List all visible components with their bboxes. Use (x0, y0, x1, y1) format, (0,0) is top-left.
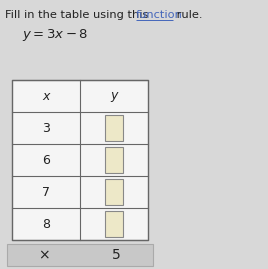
Text: ×: × (38, 248, 49, 262)
Text: $y = 3x - 8$: $y = 3x - 8$ (22, 27, 88, 43)
Text: y: y (110, 90, 118, 102)
Text: function: function (136, 10, 183, 20)
Bar (105, 147, 123, 173)
Text: 3: 3 (42, 122, 50, 134)
Text: 7: 7 (42, 186, 50, 199)
Text: 6: 6 (42, 154, 50, 167)
Text: Fill in the table using this: Fill in the table using this (5, 10, 152, 20)
Bar (105, 211, 123, 237)
Text: 5: 5 (112, 248, 121, 262)
Text: x: x (42, 90, 50, 102)
Bar (7, 244, 153, 266)
Text: rule.: rule. (173, 10, 203, 20)
Text: 8: 8 (42, 218, 50, 231)
Bar (105, 115, 123, 141)
Bar (105, 179, 123, 205)
Bar (12, 80, 148, 240)
